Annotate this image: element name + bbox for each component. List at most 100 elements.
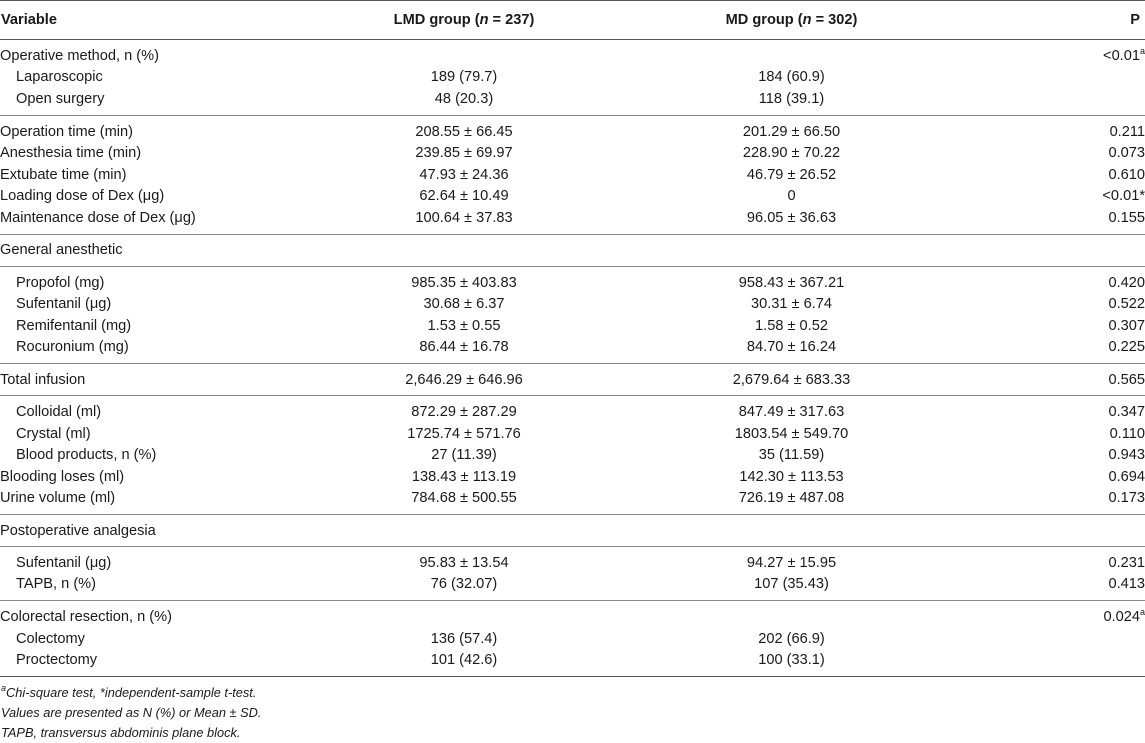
header-lmd-prefix: LMD group ( xyxy=(393,12,480,28)
lmd-value: 101 (42.6) xyxy=(300,649,628,678)
table-row: Colectomy 136 (57.4) 202 (66.9) xyxy=(0,628,1145,650)
table-row: Laparoscopic 189 (79.7) 184 (60.9) xyxy=(0,67,1145,89)
md-value: 84.70 ± 16.24 xyxy=(746,339,837,356)
row-label: Sufentanil (μg) xyxy=(0,546,300,574)
footnote-tests-text: Chi-square test, *independent-sample t-t… xyxy=(6,685,257,700)
md-value: 1.58 ± 0.52 xyxy=(755,317,828,334)
row-label: Colloidal (ml) xyxy=(0,395,300,423)
md-value: 201.29 ± 66.50 xyxy=(628,114,955,143)
table-row: Urine volume (ml) 784.68 ± 500.55 726.19… xyxy=(0,488,1145,515)
table-row: Operation time (min) 208.55 ± 66.45 201.… xyxy=(0,114,1145,143)
data-table: Variable LMD group (n = 237) MD group (n… xyxy=(0,0,1145,678)
table-header-row: Variable LMD group (n = 237) MD group (n… xyxy=(0,0,1145,40)
md-value: 726.19 ± 487.08 xyxy=(738,490,845,507)
lmd-value: 47.93 ± 24.36 xyxy=(419,166,509,183)
table-row: Proctectomy 101 (42.6) 100 (33.1) xyxy=(0,649,1145,678)
table-row: Total infusion 2,646.29 ± 646.96 2,679.6… xyxy=(0,363,1145,396)
table-row: Loading dose of Dex (μg) 62.64 ± 10.49 0… xyxy=(0,186,1145,208)
p-value xyxy=(955,649,1145,678)
row-label: Blooding loses (ml) xyxy=(0,468,125,485)
p-value: 0.155 xyxy=(1108,209,1145,226)
row-label: Operation time (min) xyxy=(0,114,300,143)
header-variable: Variable xyxy=(0,0,300,40)
row-label: Urine volume (ml) xyxy=(0,490,116,507)
lmd-value: 48 (20.3) xyxy=(434,90,494,107)
footnote-sup: a xyxy=(1,683,7,693)
md-value: 1803.54 ± 549.70 xyxy=(734,425,849,442)
header-lmd-n: n xyxy=(479,12,489,28)
table-footnotes: aChi-square test, *independent-sample t-… xyxy=(0,683,261,743)
p-value: 0.073 xyxy=(1108,145,1145,162)
p-value: 0.110 xyxy=(1109,425,1145,442)
lmd-value: 138.43 ± 113.19 xyxy=(411,468,517,485)
p-value-sup: a xyxy=(1139,45,1145,56)
md-value: 30.31 ± 6.74 xyxy=(750,296,833,313)
row-label: Colorectal resection, n (%) xyxy=(0,600,300,628)
p-value: 0.610 xyxy=(1108,166,1145,183)
lmd-value: 189 (79.7) xyxy=(430,69,498,86)
row-label: Extubate time (min) xyxy=(0,166,127,183)
header-md-group: MD group (n = 302) xyxy=(628,0,955,40)
table-row: Blood products, n (%) 27 (11.39) 35 (11.… xyxy=(0,444,1145,466)
p-value-sup: a xyxy=(1139,607,1145,618)
section-label: General anesthetic xyxy=(0,233,1145,267)
p-value xyxy=(955,628,1145,650)
p-value: 0.943 xyxy=(1108,447,1145,464)
lmd-value: 30.68 ± 6.37 xyxy=(423,296,505,313)
lmd-value: 208.55 ± 66.45 xyxy=(300,114,628,143)
table-row: Crystal (ml) 1725.74 ± 571.76 1803.54 ± … xyxy=(0,423,1145,445)
p-value: 0.347 xyxy=(955,395,1145,423)
lmd-value: 27 (11.39) xyxy=(431,447,497,464)
p-value xyxy=(955,67,1145,89)
md-value xyxy=(628,40,955,67)
lmd-value: 1.53 ± 0.55 xyxy=(427,317,501,334)
table-row: Rocuronium (mg) 86.44 ± 16.78 84.70 ± 16… xyxy=(0,337,1145,364)
md-value: 35 (11.59) xyxy=(758,447,825,464)
p-value: <0.01a xyxy=(955,40,1145,67)
md-value: 142.30 ± 113.53 xyxy=(739,468,844,485)
header-md-prefix: MD group ( xyxy=(725,12,803,28)
lmd-value: 100.64 ± 37.83 xyxy=(415,209,513,226)
lmd-value: 86.44 ± 16.78 xyxy=(419,339,509,356)
md-value: 202 (66.9) xyxy=(758,630,825,647)
table-row: Sufentanil (μg) 30.68 ± 6.37 30.31 ± 6.7… xyxy=(0,293,1145,315)
header-p: P xyxy=(955,0,1145,40)
table-row: Remifentanil (mg) 1.53 ± 0.55 1.58 ± 0.5… xyxy=(0,315,1145,337)
row-label: Operative method, n (%) xyxy=(0,47,159,64)
row-label: Rocuronium (mg) xyxy=(16,339,129,356)
md-value: 184 (60.9) xyxy=(758,69,825,86)
md-value: 96.05 ± 36.63 xyxy=(746,209,837,226)
header-md-n: n xyxy=(802,12,812,28)
md-value: 46.79 ± 26.52 xyxy=(746,166,837,183)
p-value: <0.01* xyxy=(1102,188,1145,205)
footnote-tests: aChi-square test, *independent-sample t-… xyxy=(0,683,261,703)
row-label: Maintenance dose of Dex (μg) xyxy=(0,209,196,226)
row-label: Propofol (mg) xyxy=(0,265,300,294)
table-row: Open surgery 48 (20.3) 118 (39.1) xyxy=(0,88,1145,115)
table-row: Maintenance dose of Dex (μg) 100.64 ± 37… xyxy=(0,207,1145,234)
lmd-value: 985.35 ± 403.83 xyxy=(300,265,628,294)
md-value: 0 xyxy=(787,188,796,205)
header-lmd-group: LMD group (n = 237) xyxy=(300,0,628,40)
header-lmd-suffix: = 237) xyxy=(488,12,535,28)
md-value: 94.27 ± 15.95 xyxy=(628,546,955,574)
lmd-value: 76 (32.07) xyxy=(430,576,498,593)
md-value: 2,679.64 ± 683.33 xyxy=(628,363,955,396)
row-label: Proctectomy xyxy=(0,649,300,678)
lmd-value: 872.29 ± 287.29 xyxy=(300,395,628,423)
table-row: Sufentanil (μg) 95.83 ± 13.54 94.27 ± 15… xyxy=(0,546,1145,574)
p-value: 0.420 xyxy=(955,265,1145,294)
table-row: Propofol (mg) 985.35 ± 403.83 958.43 ± 3… xyxy=(0,265,1145,294)
lmd-value: 2,646.29 ± 646.96 xyxy=(300,363,628,396)
lmd-value: 136 (57.4) xyxy=(430,630,498,647)
p-value: 0.522 xyxy=(1108,296,1145,313)
p-value: 0.024a xyxy=(955,600,1145,628)
row-label: Crystal (ml) xyxy=(16,425,91,442)
table-row: Colorectal resection, n (%) 0.024a xyxy=(0,600,1145,628)
md-value: 118 (39.1) xyxy=(758,90,825,107)
p-value: 0.413 xyxy=(1108,576,1145,593)
lmd-value: 784.68 ± 500.55 xyxy=(411,490,517,507)
p-value-text: <0.01 xyxy=(1103,47,1140,64)
table-row: Blooding loses (ml) 138.43 ± 113.19 142.… xyxy=(0,466,1145,488)
